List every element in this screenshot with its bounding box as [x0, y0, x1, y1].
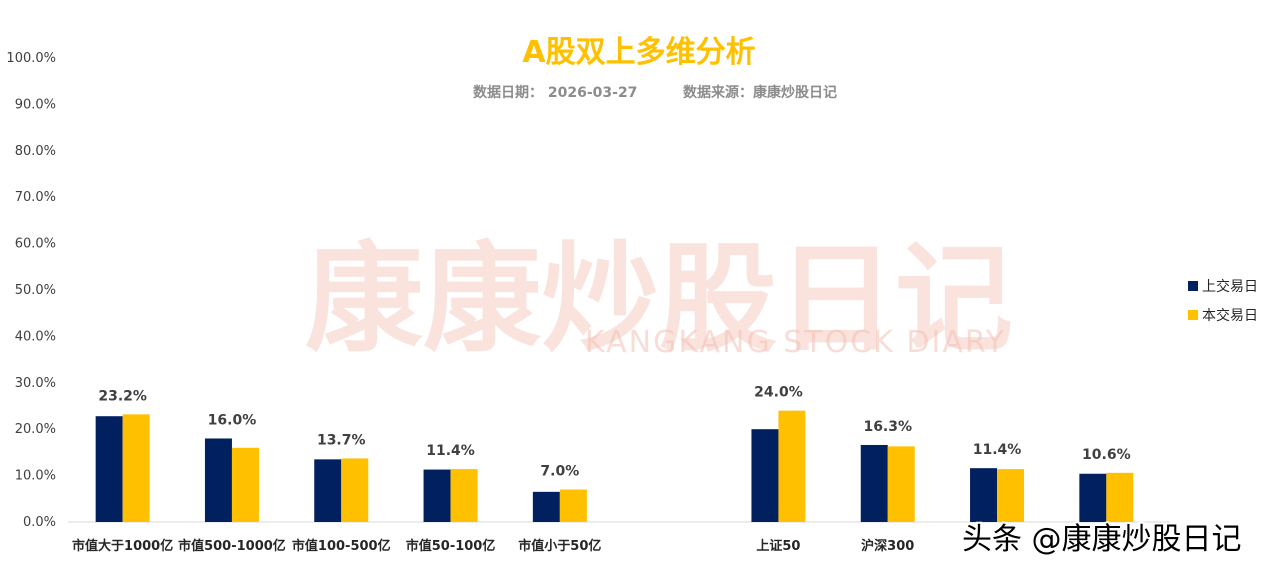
x-tick-label: 市值50-100亿: [406, 538, 496, 554]
bar-current: [231, 447, 259, 522]
y-tick-label: 20.0%: [15, 422, 56, 437]
bar-current: [341, 458, 369, 522]
data-label: 24.0%: [754, 385, 803, 401]
bar-previous: [970, 468, 998, 522]
bars: [95, 410, 1134, 522]
watermark-main: 康康炒股日记: [305, 230, 1013, 368]
data-label: 11.4%: [973, 442, 1022, 458]
x-tick-label: 市值大于1000亿: [72, 538, 173, 554]
watermark-sub: KANGKANG STOCK DIARY: [585, 325, 1006, 360]
bar-current: [887, 446, 915, 522]
y-tick-label: 80.0%: [15, 144, 56, 159]
y-tick-label: 30.0%: [15, 376, 56, 391]
bar-current: [997, 469, 1025, 522]
data-label: 16.0%: [208, 412, 257, 428]
corner-watermark: 头条 @康康炒股日记: [962, 522, 1242, 557]
x-tick-label: 上证50: [756, 539, 800, 554]
bar-previous: [95, 416, 123, 522]
y-axis: 0.0% 10.0% 20.0% 30.0% 40.0% 50.0% 60.0% 70.0% 8…: [6, 51, 56, 530]
chart-title: A股双上多维分析: [522, 35, 755, 70]
data-label: 16.3%: [863, 419, 912, 435]
data-label: 13.7%: [317, 432, 366, 448]
legend-swatch: [1188, 310, 1198, 320]
legend-label: 上交易日: [1202, 278, 1258, 295]
y-tick-label: 40.0%: [15, 329, 56, 344]
bar-current: [122, 414, 150, 522]
x-tick-label: 沪深300: [861, 538, 914, 554]
corner-watermark-outline: 头条 @康康炒股日记: [962, 522, 1242, 557]
bar-previous: [751, 429, 779, 522]
y-tick-label: 100.0%: [6, 51, 56, 66]
data-label: 10.6%: [1082, 447, 1131, 463]
bar-current: [778, 410, 806, 522]
x-tick-label: 市值100-500亿: [292, 538, 391, 554]
data-label: 23.2%: [98, 388, 147, 404]
y-tick-label: 0.0%: [23, 515, 56, 530]
x-tick-label: 市值500-1000亿: [178, 538, 286, 554]
bar-current: [559, 489, 587, 522]
data-label: 7.0%: [540, 464, 579, 480]
x-tick-label: 市值小于50亿: [518, 538, 601, 554]
data-label: 11.4%: [426, 443, 475, 459]
bar-previous: [204, 438, 232, 522]
y-tick-label: 90.0%: [15, 97, 56, 112]
y-tick-label: 70.0%: [15, 190, 56, 205]
bar-previous: [314, 459, 342, 522]
bar-previous: [860, 444, 888, 522]
subtitle-date: 数据日期： 2026-03-27: [473, 84, 637, 101]
x-axis: 市值大于1000亿 市值500-1000亿 市值100-500亿 市值50-100亿 市…: [72, 538, 914, 554]
bar-current: [450, 469, 478, 522]
bar-previous: [1079, 473, 1107, 522]
y-tick-label: 60.0%: [15, 237, 56, 252]
legend-swatch: [1188, 281, 1198, 291]
legend-label: 本交易日: [1202, 307, 1258, 324]
bar-previous: [532, 491, 560, 522]
watermark: 康康炒股日记 KANGKANG STOCK DIARY: [305, 230, 1013, 368]
bar-current: [1106, 472, 1134, 522]
bar-previous: [423, 469, 451, 522]
subtitle-source: 数据来源：康康炒股日记: [683, 84, 837, 101]
y-tick-label: 10.0%: [15, 469, 56, 484]
y-tick-label: 50.0%: [15, 283, 56, 298]
data-labels: 23.2% 16.0% 13.7% 11.4% 7.0% 24.0% 16.3% 11.4% 1…: [98, 385, 1130, 480]
